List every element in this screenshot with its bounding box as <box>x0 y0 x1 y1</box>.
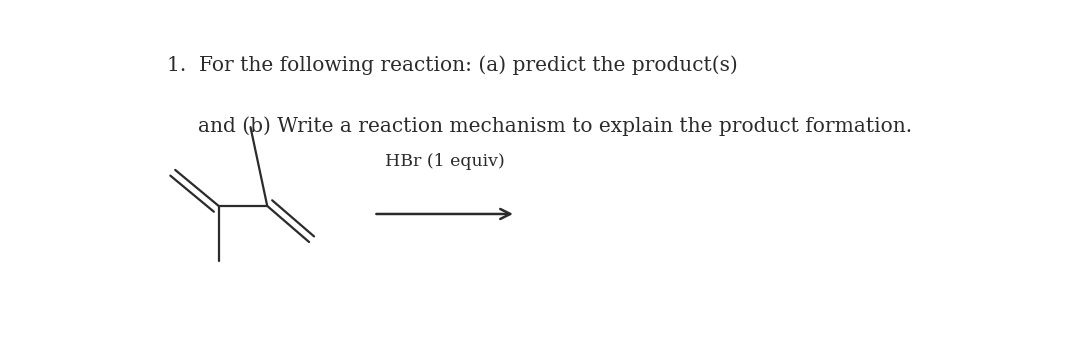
Text: HBr (1 equiv): HBr (1 equiv) <box>384 153 504 170</box>
Text: and (b) Write a reaction mechanism to explain the product formation.: and (b) Write a reaction mechanism to ex… <box>198 117 912 136</box>
Text: 1.  For the following reaction: (a) predict the product(s): 1. For the following reaction: (a) predi… <box>166 55 738 75</box>
